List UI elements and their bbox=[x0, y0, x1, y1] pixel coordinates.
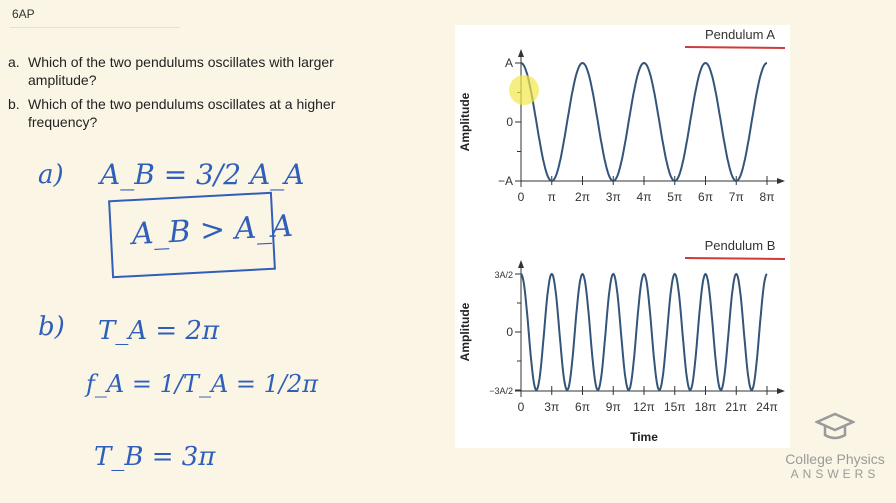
oscillation-curve bbox=[520, 272, 768, 392]
divider bbox=[10, 27, 180, 28]
x-tick-label: 12π bbox=[633, 400, 655, 414]
question-text: Which of the two pendulums oscillates wi… bbox=[28, 54, 334, 70]
hw-frequency-a: f_A = 1/T_A = 1/2π bbox=[86, 370, 319, 398]
y-tick-label: 3A/2 bbox=[494, 270, 513, 280]
question-text-cont: amplitude? bbox=[28, 72, 97, 88]
hw-amplitude-relation: A_B = 3/2 A_A bbox=[100, 158, 305, 191]
graduation-cap-icon bbox=[813, 412, 857, 440]
x-tick-label: 0 bbox=[518, 190, 525, 204]
x-tick-label: 5π bbox=[667, 190, 682, 204]
x-tick-label: 2π bbox=[575, 190, 590, 204]
logo-subtext: ANSWERS bbox=[790, 467, 880, 481]
x-tick-label: 6π bbox=[575, 400, 590, 414]
y-tick-label: A bbox=[505, 56, 513, 70]
x-tick-label: 6π bbox=[698, 190, 713, 204]
graph-panel: Pendulum A Amplitude A 0 −A 0 π 2π 3π 4π 5π 6π 7π 8π P… bbox=[455, 25, 790, 448]
x-axis-label: Time bbox=[630, 430, 658, 444]
question-b: b. Which of the two pendulums oscillates… bbox=[8, 95, 335, 131]
y-tick-label: 0 bbox=[506, 325, 513, 339]
logo-text: College Physics bbox=[785, 451, 885, 467]
oscillation-curve bbox=[520, 61, 768, 183]
hw-answer-box: A_B > A_A bbox=[108, 191, 294, 279]
cursor-highlight bbox=[509, 75, 539, 105]
x-tick-label: 0 bbox=[518, 400, 525, 414]
y-axis-label: Amplitude bbox=[458, 302, 472, 361]
y-tick-label: −3A/2 bbox=[489, 386, 513, 396]
chart-title: Pendulum B bbox=[705, 238, 776, 253]
hw-period-a: T_A = 2π bbox=[98, 316, 220, 346]
y-tick-label: −A bbox=[498, 174, 513, 188]
question-a: a. Which of the two pendulums oscillates… bbox=[8, 53, 334, 89]
x-tick-label: 4π bbox=[637, 190, 652, 204]
question-letter: b. bbox=[8, 96, 20, 112]
hw-period-b: T_B = 3π bbox=[94, 442, 216, 472]
x-axis-arrow bbox=[777, 388, 785, 394]
question-letter: a. bbox=[8, 54, 20, 70]
hw-answer-a: A_B > A_A bbox=[130, 208, 294, 253]
pendulum-charts: Pendulum A Amplitude A 0 −A 0 π 2π 3π 4π 5π 6π 7π 8π P… bbox=[458, 27, 786, 444]
title-underline bbox=[684, 257, 786, 260]
x-tick-label: 21π bbox=[725, 400, 747, 414]
chart-title: Pendulum A bbox=[705, 27, 775, 42]
x-tick-label: 24π bbox=[756, 400, 778, 414]
question-text: Which of the two pendulums oscillates at… bbox=[28, 96, 336, 112]
x-tick-label: 9π bbox=[606, 400, 621, 414]
x-tick-label: 18π bbox=[695, 400, 717, 414]
x-tick-label: 3π bbox=[544, 400, 559, 414]
x-tick-label: 15π bbox=[664, 400, 686, 414]
x-axis-arrow bbox=[777, 178, 785, 184]
hw-part-b-label: b) bbox=[38, 312, 65, 342]
x-tick-label: 3π bbox=[606, 190, 621, 204]
x-tick-label: 7π bbox=[729, 190, 744, 204]
question-text-cont: frequency? bbox=[28, 114, 98, 130]
title-underline bbox=[684, 46, 786, 49]
problem-code: 6AP bbox=[12, 7, 35, 21]
y-tick-label: 0 bbox=[506, 115, 513, 129]
x-tick-label: π bbox=[548, 190, 556, 204]
y-axis-arrow bbox=[518, 49, 524, 57]
y-axis-arrow bbox=[518, 260, 524, 268]
x-tick-label: 8π bbox=[760, 190, 775, 204]
y-axis-label: Amplitude bbox=[458, 92, 472, 151]
logo: College Physics ANSWERS bbox=[780, 410, 890, 490]
hw-part-a-label: a) bbox=[38, 160, 64, 190]
